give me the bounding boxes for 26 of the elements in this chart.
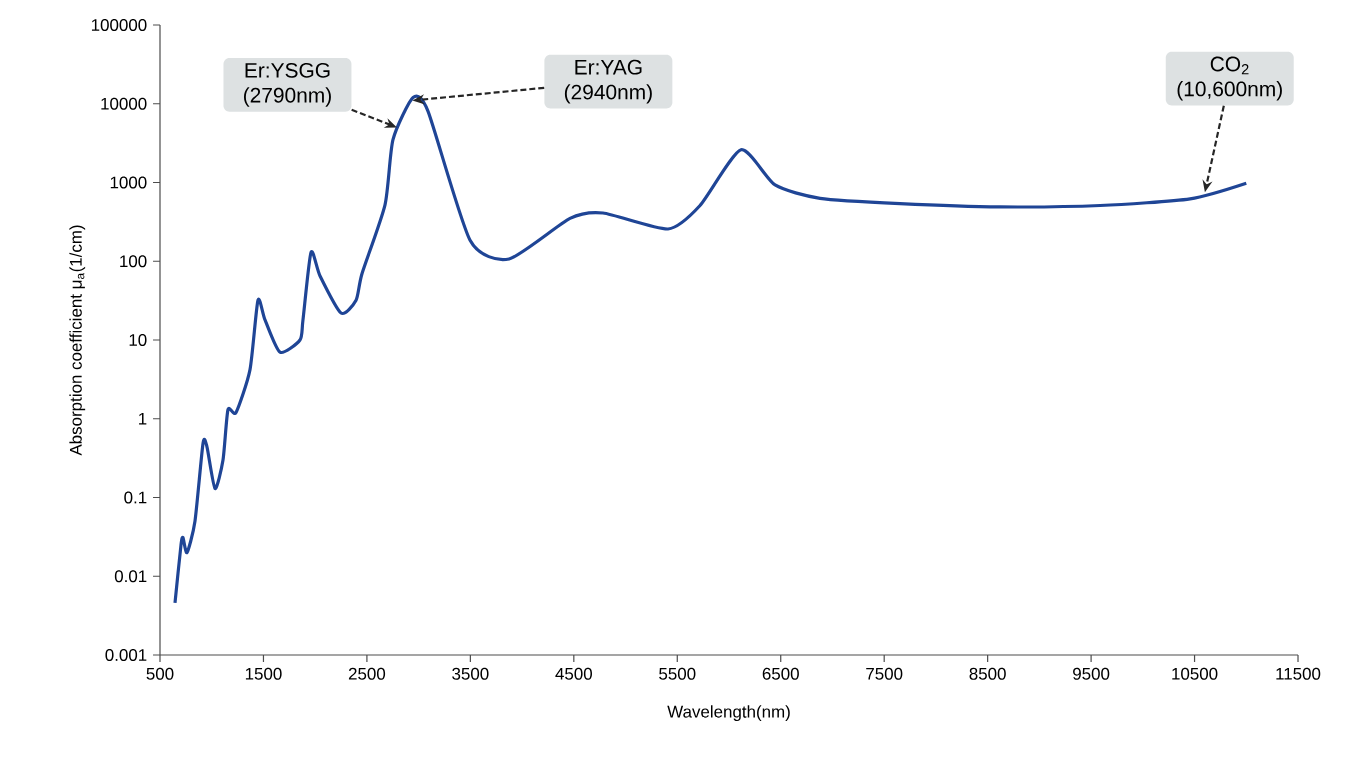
y-tick-label: 0.001 <box>105 649 147 661</box>
y-tick-label: 100 <box>120 255 147 268</box>
x-tick-label: 7500 <box>866 667 903 680</box>
y-tick-label: 10 <box>129 334 147 346</box>
y-tick-label: 1000 <box>110 176 147 189</box>
y-axis-title: Absorption coefficient μ$_{a}$(1/cm) <box>69 225 86 456</box>
x-axis-title: Wavelength(nm) <box>667 705 790 722</box>
annotation: Er:YSGG (2790nm) <box>243 62 331 107</box>
x-tick-label: 8500 <box>969 667 1006 680</box>
x-tick-label: 1500 <box>245 667 282 680</box>
x-tick-label: 6500 <box>762 667 799 680</box>
x-tick-label: 11500 <box>1276 667 1321 680</box>
y-tick-label: 0.1 <box>124 491 147 504</box>
x-tick-label: 9500 <box>1073 667 1110 680</box>
x-tick-label: 3500 <box>452 667 489 680</box>
x-tick-label: 2500 <box>348 667 386 680</box>
y-tick-label: 1 <box>139 412 147 425</box>
y-tick-label: 0.01 <box>114 570 147 583</box>
x-tick-label: 500 <box>146 667 174 680</box>
x-tick-label: 4500 <box>555 667 592 680</box>
annotation: CO$_{2}$ (10,600nm) <box>1177 56 1282 101</box>
x-tick-label: 5500 <box>659 667 696 680</box>
x-tick-label: 10500 <box>1172 667 1218 680</box>
y-tick-label: 10000 <box>101 97 147 110</box>
y-tick-label: 100000 <box>91 19 147 31</box>
annotation: Er:YAG (2940nm) <box>564 59 652 104</box>
